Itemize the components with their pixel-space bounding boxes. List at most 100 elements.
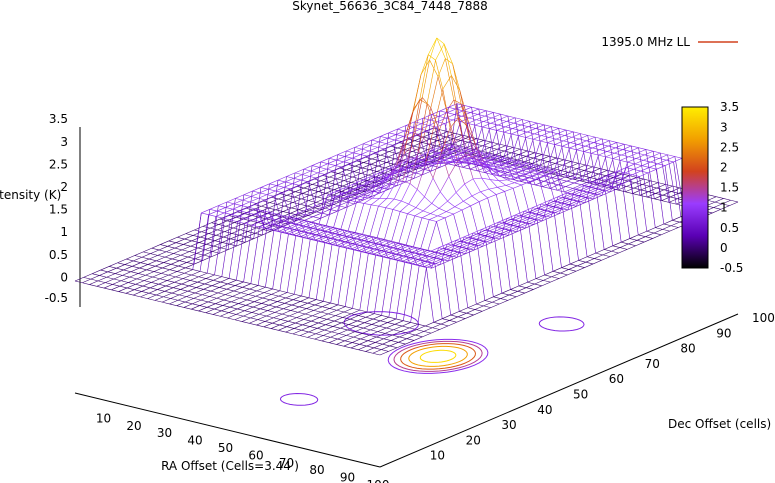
- surface-segment: [74, 277, 84, 282]
- surface-segment: [404, 258, 414, 263]
- surface-segment: [419, 149, 429, 154]
- surface-segment: [472, 178, 481, 192]
- surface-segment: [534, 133, 542, 136]
- surface-segment: [382, 256, 391, 260]
- surface-segment: [323, 244, 333, 302]
- surface-segment: [436, 221, 445, 249]
- surface-segment: [458, 117, 468, 127]
- surface-segment: [353, 336, 361, 340]
- surface-segment: [97, 280, 106, 283]
- surface-segment: [231, 210, 241, 215]
- surface-segment: [574, 182, 582, 186]
- surface-segment: [390, 178, 399, 181]
- surface-segment: [664, 189, 672, 192]
- surface-segment: [378, 169, 388, 174]
- surface-segment: [468, 114, 478, 119]
- surface-segment: [453, 99, 462, 105]
- surface-segment: [397, 128, 405, 132]
- surface-segment: [261, 202, 270, 207]
- surface-segment: [367, 243, 376, 248]
- surface-segment: [664, 161, 674, 166]
- surface-segment: [82, 282, 90, 285]
- surface-segment: [437, 211, 447, 217]
- surface-segment: [436, 254, 445, 259]
- surface-segment: [467, 238, 477, 244]
- surface-segment: [603, 189, 611, 193]
- surface-segment: [285, 293, 295, 299]
- surface-segment: [653, 150, 661, 154]
- surface-segment: [502, 168, 510, 171]
- surface-segment: [208, 233, 217, 236]
- surface-segment: [410, 265, 420, 323]
- surface-segment: [624, 172, 633, 176]
- surface-segment: [511, 227, 521, 232]
- surface-segment: [345, 174, 353, 178]
- surface-segment: [484, 300, 493, 303]
- surface-segment: [555, 207, 563, 210]
- surface-segment: [113, 278, 122, 282]
- surface-segment: [535, 274, 545, 279]
- surface-segment: [183, 240, 192, 245]
- surface-segment: [197, 244, 207, 249]
- surface-segment: [505, 145, 513, 148]
- surface-segment: [365, 347, 375, 352]
- surface-segment: [379, 186, 389, 199]
- surface-segment: [409, 327, 417, 330]
- surface-segment: [657, 159, 667, 165]
- surface-segment: [504, 191, 513, 220]
- surface-segment: [291, 304, 300, 308]
- surface-segment: [494, 222, 504, 227]
- surface-segment: [169, 303, 177, 306]
- surface-segment: [212, 310, 222, 315]
- surface-segment: [375, 172, 385, 178]
- surface-segment: [518, 281, 528, 287]
- surface-segment: [235, 213, 245, 218]
- surface-segment: [527, 217, 536, 220]
- surface-segment: [249, 288, 257, 292]
- surface-segment: [558, 274, 568, 279]
- surface-segment: [366, 180, 376, 185]
- surface-segment: [118, 287, 128, 292]
- surface-segment: [321, 209, 331, 214]
- surface-segment: [286, 191, 296, 196]
- surface-segment: [671, 187, 681, 192]
- surface-segment: [354, 143, 364, 148]
- surface-segment: [405, 252, 415, 258]
- surface-segment: [276, 181, 286, 186]
- surface-segment: [507, 296, 517, 301]
- surface-segment: [249, 319, 258, 324]
- surface-segment: [305, 222, 315, 228]
- surface-segment: [295, 231, 305, 237]
- surface-segment: [341, 187, 351, 192]
- surface-segment: [312, 315, 320, 318]
- surface-segment: [252, 187, 262, 192]
- surface-segment: [184, 235, 194, 240]
- surface-segment: [546, 207, 556, 212]
- surface-segment: [100, 266, 110, 271]
- surface-segment: [220, 281, 228, 285]
- surface-segment: [242, 287, 250, 290]
- surface-segment: [332, 191, 342, 196]
- surface-segment: [608, 142, 617, 147]
- surface-segment: [324, 198, 332, 201]
- surface-segment: [403, 132, 412, 137]
- surface-segment: [390, 163, 400, 174]
- surface-segment: [437, 249, 447, 254]
- surface-segment: [323, 335, 331, 338]
- surface-segment: [543, 276, 552, 281]
- surface-segment: [662, 229, 670, 232]
- contour-line: [400, 343, 476, 370]
- surface-segment: [394, 198, 402, 202]
- surface-segment: [157, 289, 165, 292]
- surface-segment: [482, 165, 492, 174]
- surface-segment: [169, 299, 179, 305]
- surface-segment: [203, 289, 211, 292]
- surface-segment: [508, 163, 518, 168]
- surface-segment: [309, 172, 319, 177]
- surface-segment: [549, 155, 557, 159]
- surface-segment: [329, 158, 337, 161]
- surface-segment: [509, 226, 519, 231]
- surface-segment: [551, 272, 561, 278]
- surface-segment: [595, 249, 605, 254]
- surface-segment: [205, 274, 215, 279]
